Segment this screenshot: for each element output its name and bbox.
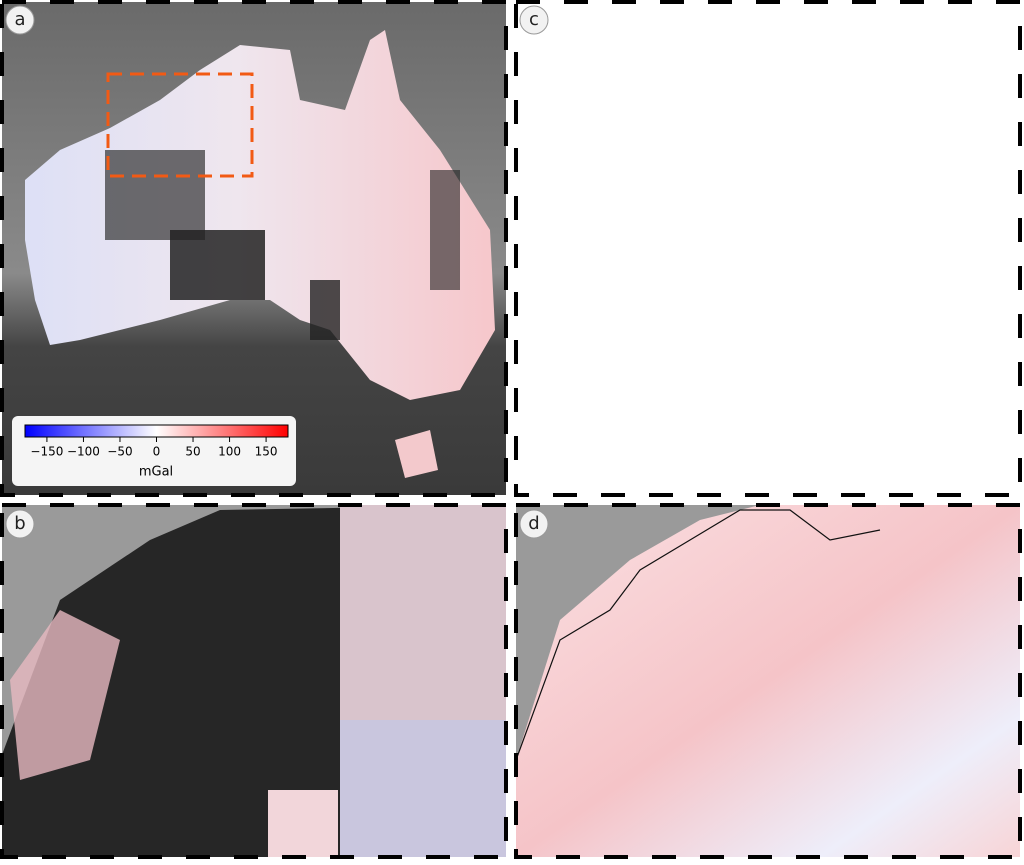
colorbar-tick-label: −150 <box>30 445 63 459</box>
colorbar-tick-label: 100 <box>218 445 241 459</box>
colorbar-tick-label: −50 <box>107 445 132 459</box>
colorbar-tick-label: −100 <box>67 445 100 459</box>
map-a <box>2 2 506 495</box>
colorbar-tick-label: 50 <box>185 445 200 459</box>
panel-label: c <box>529 9 539 30</box>
panel-label: d <box>528 513 539 534</box>
panel-label: b <box>14 513 25 534</box>
panel-badge <box>519 509 549 539</box>
map-c <box>516 2 1020 495</box>
map-d <box>516 505 1020 857</box>
colorbar <box>24 424 289 438</box>
panel-badge <box>5 509 35 539</box>
colorbar-tick-label: 150 <box>255 445 278 459</box>
colorbar-tick-label: 0 <box>153 445 161 459</box>
panel-label: a <box>14 9 25 30</box>
map-b <box>2 505 506 857</box>
panel-badge <box>5 5 35 35</box>
colorbar-label: mGal <box>139 465 173 480</box>
panel-badge <box>519 5 549 35</box>
